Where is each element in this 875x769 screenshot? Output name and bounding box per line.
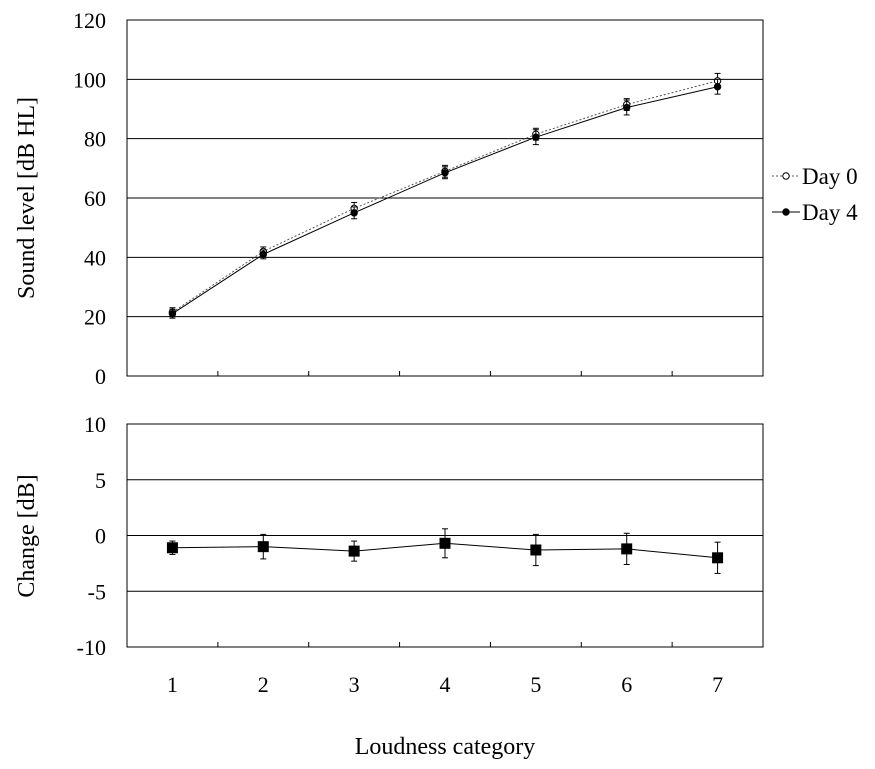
x-tick-label: 7: [712, 672, 723, 697]
change-panel: -10 -5 0 5 10 1 2 3 4 5 6 7 Change [dB] Loudness c…: [14, 412, 764, 760]
change-point: [439, 537, 451, 549]
day-4-point: [350, 209, 358, 217]
day-4-point: [713, 83, 722, 91]
sound-level-y-tick-label: 60: [84, 186, 106, 211]
change-point: [348, 545, 360, 557]
x-tick-label: 2: [258, 672, 269, 697]
day-4-series-group: [168, 78, 722, 319]
legend-label-day-0: Day 0: [802, 164, 858, 189]
change-point: [257, 541, 269, 553]
sound-level-y-axis-title: Sound level [dB HL]: [14, 97, 40, 299]
legend-marker-day-0: [782, 172, 790, 180]
sound-level-gridlines: [127, 78, 763, 318]
x-tick-label: 1: [167, 672, 178, 697]
sound-level-y-tick-label: 40: [84, 245, 106, 270]
change-y-axis-title: Change [dB]: [14, 474, 40, 597]
x-axis-title: Loudness category: [355, 734, 536, 760]
legend-item-day-4: Day 4: [772, 200, 858, 225]
day-0-series-group: [168, 72, 722, 318]
day-4-point: [168, 310, 177, 318]
change-y-tick-label: -5: [88, 579, 106, 604]
x-tick-label: 4: [440, 672, 451, 697]
legend-label-day-4: Day 4: [802, 200, 858, 225]
sound-level-panel: 0 20 40 60 80 100 120 Sound level [dB HL]: [14, 8, 764, 389]
x-tick-label: 5: [530, 672, 541, 697]
legend: Day 0 Day 4: [772, 164, 858, 225]
change-point: [166, 542, 178, 554]
day-4-point: [532, 133, 540, 141]
change-y-tick-labels: -10 -5 0 5 10: [77, 412, 106, 660]
x-tick-label: 6: [621, 672, 632, 697]
day-4-line: [172, 86, 718, 315]
change-y-tick-label: 10: [84, 412, 106, 437]
change-series: [166, 528, 724, 574]
sound-level-x-ticks: [217, 371, 673, 376]
legend-item-day-0: Day 0: [772, 164, 858, 189]
change-series-group: [166, 528, 724, 574]
change-x-ticks: 1 2 3 4 5 6 7: [167, 642, 723, 697]
change-y-tick-label: -10: [77, 635, 106, 660]
change-point: [621, 543, 633, 555]
sound-level-series: [168, 72, 722, 319]
sound-level-y-tick-label: 20: [84, 305, 106, 330]
sound-level-y-tick-labels: 0 20 40 60 80 100 120: [73, 8, 106, 389]
day-0-line: [172, 80, 718, 313]
sound-level-y-tick-label: 100: [73, 67, 106, 92]
day-4-point: [623, 103, 631, 112]
day-4-point: [259, 250, 267, 259]
legend-marker-day-4: [782, 208, 790, 216]
sound-level-y-tick-label: 80: [84, 127, 106, 152]
sound-level-y-tick-label: 0: [95, 364, 106, 389]
change-point: [712, 552, 724, 564]
change-y-tick-label: 0: [95, 524, 106, 549]
change-y-tick-label: 5: [95, 468, 106, 493]
change-point: [530, 544, 542, 556]
sound-level-y-tick-label: 120: [73, 8, 106, 33]
day-4-point: [441, 169, 449, 177]
x-tick-label: 3: [349, 672, 360, 697]
